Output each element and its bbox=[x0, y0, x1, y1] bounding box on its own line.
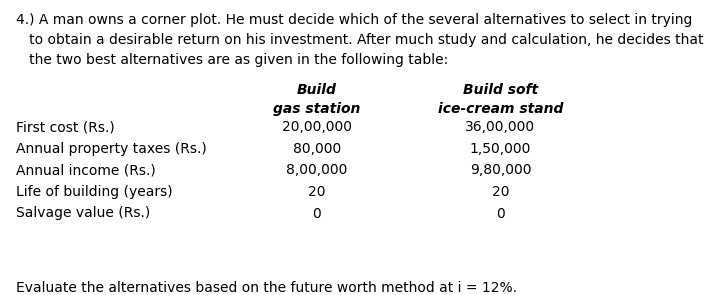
Text: First cost (Rs.): First cost (Rs.) bbox=[16, 120, 114, 134]
Text: Build soft: Build soft bbox=[463, 83, 538, 96]
Text: 0: 0 bbox=[312, 206, 321, 220]
Text: 20: 20 bbox=[308, 185, 325, 199]
Text: Life of building (years): Life of building (years) bbox=[16, 185, 173, 199]
Text: the two best alternatives are as given in the following table:: the two best alternatives are as given i… bbox=[16, 53, 448, 67]
Text: 36,00,000: 36,00,000 bbox=[465, 120, 536, 134]
Text: 4.) A man owns a corner plot. He must decide which of the several alternatives t: 4.) A man owns a corner plot. He must de… bbox=[16, 13, 692, 27]
Text: 20: 20 bbox=[492, 185, 509, 199]
Text: Annual income (Rs.): Annual income (Rs.) bbox=[16, 163, 156, 177]
Text: to obtain a desirable return on his investment. After much study and calculation: to obtain a desirable return on his inve… bbox=[16, 33, 703, 47]
Text: gas station: gas station bbox=[273, 102, 361, 116]
Text: Annual property taxes (Rs.): Annual property taxes (Rs.) bbox=[16, 142, 207, 156]
Text: Salvage value (Rs.): Salvage value (Rs.) bbox=[16, 206, 150, 220]
Text: 1,50,000: 1,50,000 bbox=[469, 142, 531, 156]
Text: 9,80,000: 9,80,000 bbox=[469, 163, 531, 177]
Text: Build: Build bbox=[297, 83, 337, 96]
Text: Evaluate the alternatives based on the future worth method at i = 12%.: Evaluate the alternatives based on the f… bbox=[16, 281, 517, 295]
Text: 0: 0 bbox=[496, 206, 505, 220]
Text: 80,000: 80,000 bbox=[292, 142, 341, 156]
Text: 20,00,000: 20,00,000 bbox=[282, 120, 352, 134]
Text: ice-cream stand: ice-cream stand bbox=[438, 102, 563, 116]
Text: 8,00,000: 8,00,000 bbox=[286, 163, 348, 177]
